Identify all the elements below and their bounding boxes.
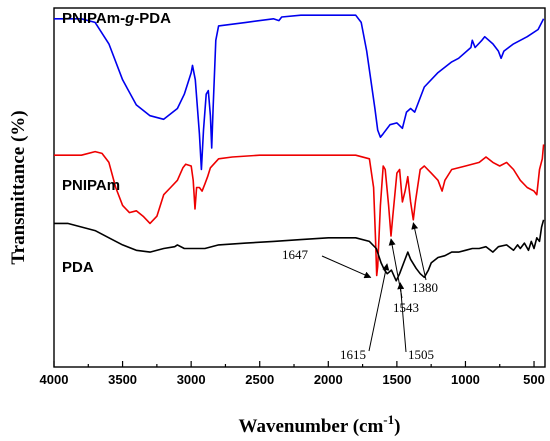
peak-annotations: 1647 1543 1380 1615 1505 xyxy=(282,222,438,362)
series-label-pnipam-g-pda: PNIPAm-g-PDA xyxy=(62,10,171,27)
annotation-label-1647: 1647 xyxy=(282,247,309,262)
spectra-curves xyxy=(54,14,545,282)
x-axis-title: Wavenumber (cm-1) xyxy=(239,412,401,437)
x-tick-label-1500: 1500 xyxy=(382,372,411,387)
x-tick-label-2000: 2000 xyxy=(314,372,343,387)
series-label-pda: PDA xyxy=(62,259,94,276)
x-tick-label-500: 500 xyxy=(523,372,545,387)
series-line-pnipam-g-pda xyxy=(54,14,545,171)
series-label-pnipam: PNIPAm xyxy=(62,177,120,194)
annotation-arrow-1380 xyxy=(411,222,427,281)
x-tick-label-3500: 3500 xyxy=(108,372,137,387)
plot-area xyxy=(53,7,546,368)
annotation-label-1505: 1505 xyxy=(408,347,434,362)
x-tick-label-1000: 1000 xyxy=(451,372,480,387)
x-tick-label-3000: 3000 xyxy=(177,372,206,387)
annotation-arrow-1647 xyxy=(321,255,372,279)
plot-frame xyxy=(53,7,546,368)
annotation-label-1380: 1380 xyxy=(412,280,438,295)
y-axis-title: Transmittance (%) xyxy=(8,110,29,264)
annotation-label-1615: 1615 xyxy=(340,347,366,362)
series-line-pnipam xyxy=(54,144,545,277)
annotation-arrow-1505 xyxy=(397,282,407,353)
x-tick-label-4000: 4000 xyxy=(40,372,69,387)
annotation-arrow-1615 xyxy=(368,263,390,352)
x-axis-ticks: 4000 3500 3000 2500 2000 1500 1000 500 xyxy=(40,361,545,387)
series-labels: PNIPAm-g-PDA PNIPAm PDA xyxy=(62,10,171,276)
series-line-pda xyxy=(54,219,545,282)
x-tick-label-2500: 2500 xyxy=(245,372,274,387)
annotation-label-1543: 1543 xyxy=(393,300,419,315)
